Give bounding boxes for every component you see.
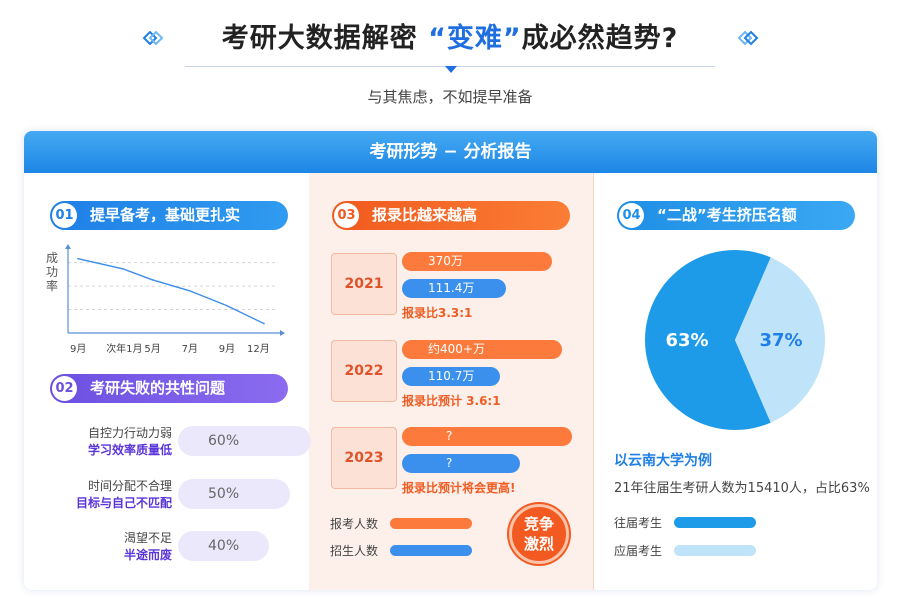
problem-value: 50% <box>208 486 240 502</box>
year-box: 2021 <box>331 253 397 315</box>
ratio-text: 报录比预计 3.6:1 <box>402 394 501 408</box>
page-subtitle: 与其焦虑，不如提早准备 <box>367 88 533 106</box>
problem-row: 自控力行动力弱 学习效率质量低 60% <box>24 424 311 458</box>
x-tick-label: 5月 <box>144 344 161 355</box>
x-tick-label: 7月 <box>181 344 198 355</box>
x-tick-label: 9月 <box>70 344 87 355</box>
problem-line1: 时间分配不合理 <box>87 479 172 493</box>
pie-slice-label: 37% <box>759 330 802 351</box>
x-tick-label: 次年1月 <box>106 344 143 355</box>
problem-bar: 40% <box>178 531 269 561</box>
data-point <box>122 268 124 270</box>
data-point <box>188 289 191 292</box>
stamp-line2: 激烈 <box>523 535 554 553</box>
data-point <box>77 257 79 260</box>
x-tick-label: 9月 <box>218 344 236 355</box>
applicants-bar: 约400+万 <box>402 340 562 359</box>
problem-bar: 50% <box>178 479 290 509</box>
problem-bar: 60% <box>178 426 311 456</box>
problem-row: 时间分配不合理 目标与自己不匹配 50% <box>24 477 309 511</box>
competition-stamp: 竞争 激烈 <box>509 504 569 564</box>
legend-repeat-swatch <box>674 517 756 528</box>
section4-header: 04 “二战”考生挤压名额 <box>617 201 855 230</box>
admitted-value: 111.4万 <box>428 281 475 295</box>
section2-title: 考研失败的共性问题 <box>90 379 226 397</box>
ratio-text: 报录比预计将会更高! <box>402 481 516 495</box>
applicants-value: ? <box>446 429 453 443</box>
title-highlight: “变难” <box>428 23 522 54</box>
year-box: 2023 <box>331 427 397 489</box>
section3-header: 03 报录比越来越高 <box>332 201 570 230</box>
legend-applicants-swatch <box>390 518 472 529</box>
data-point <box>226 304 228 307</box>
diamond-deco-icon <box>142 30 164 46</box>
section2-number: 02 <box>52 376 77 401</box>
caret-down-icon <box>445 66 457 73</box>
applicants-value: 370万 <box>428 254 463 268</box>
pie-slice <box>645 250 771 430</box>
page-title: 考研大数据解密 “变难”成必然趋势? <box>221 23 679 54</box>
section1-number: 01 <box>52 203 77 228</box>
problem-line2: 目标与自己不匹配 <box>75 496 172 510</box>
section4-title: “二战”考生挤压名额 <box>657 206 797 224</box>
x-tick-label: 12月 <box>247 344 270 355</box>
pie-slice <box>735 257 825 423</box>
applicants-bar: ? <box>402 427 572 446</box>
section3-title: 报录比越来越高 <box>372 206 478 224</box>
legend-admitted-label: 招生人数 <box>330 544 379 558</box>
line-chart <box>65 244 285 336</box>
stamp-line1: 竞争 <box>523 515 554 533</box>
problem-value: 40% <box>208 538 240 554</box>
year-box: 2022 <box>331 340 397 402</box>
section3-number: 03 <box>334 203 359 228</box>
admitted-bar: 110.7万 <box>402 367 500 386</box>
pie-chart: 63% 37% <box>645 250 825 430</box>
problem-value: 60% <box>208 433 240 449</box>
legend-repeat-label: 往届考生 <box>614 516 663 530</box>
section2-header: 02 考研失败的共性问题 <box>50 374 288 403</box>
legend-fresh-swatch <box>674 545 756 556</box>
line-chart-ylabel: 成功率 <box>46 251 59 293</box>
report-card: 考研形势 − 分析报告 01 提早备考，基础更扎实 成功率 9月 次年1月 5月 7月… <box>24 131 877 590</box>
admitted-bar: 111.4万 <box>402 279 506 298</box>
diamond-deco-icon <box>737 30 759 46</box>
applicants-value: 约400+万 <box>428 342 485 356</box>
admitted-value: 110.7万 <box>428 369 475 383</box>
legend-admitted-swatch <box>390 545 472 556</box>
problem-line1: 渴望不足 <box>123 531 172 545</box>
example-description: 21年往届生考研人数为15410人，占比63% <box>614 481 870 496</box>
problem-line2: 学习效率质量低 <box>87 443 172 457</box>
pie-slice-label: 63% <box>665 330 708 351</box>
applicants-bar: 370万 <box>402 252 552 271</box>
section1-header: 01 提早备考，基础更扎实 <box>50 201 288 230</box>
problem-line2: 半途而废 <box>123 548 172 562</box>
y-axis-arrow <box>65 244 71 249</box>
x-axis-arrow <box>280 330 285 336</box>
problem-row: 渴望不足 半途而废 40% <box>24 529 309 563</box>
card-title: 考研形势 − 分析报告 <box>24 131 877 173</box>
admitted-bar: ? <box>402 454 520 473</box>
legend-applicants-label: 报考人数 <box>330 517 379 531</box>
series-line <box>77 258 265 325</box>
section4-number: 04 <box>619 203 644 228</box>
example-title: 以云南大学为例 <box>614 453 712 469</box>
data-point <box>263 322 265 325</box>
legend-fresh-label: 应届考生 <box>614 544 663 558</box>
section1-title: 提早备考，基础更扎实 <box>90 206 241 224</box>
data-point <box>151 279 154 281</box>
admitted-value: ? <box>446 456 453 470</box>
ratio-text: 报录比3.3:1 <box>402 306 473 320</box>
problem-line1: 自控力行动力弱 <box>87 426 172 440</box>
